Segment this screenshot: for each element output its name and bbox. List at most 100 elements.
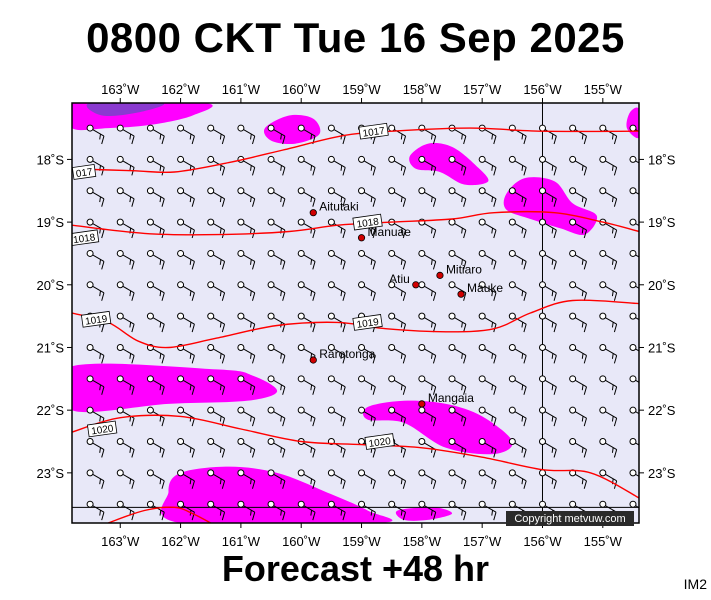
barb-feather: [282, 449, 286, 458]
barb-station: [448, 438, 456, 446]
barb-feather: [463, 480, 467, 489]
barb-feather: [400, 416, 403, 422]
barb-station: [599, 438, 607, 446]
barb-feather: [129, 290, 132, 297]
barb-feather: [551, 228, 554, 234]
barb-feather: [221, 292, 226, 301]
barb-feather: [131, 449, 135, 458]
barb-station: [267, 281, 275, 289]
rain-area-9: [395, 507, 453, 521]
barb-feather: [129, 165, 132, 171]
barb-station: [508, 218, 516, 226]
barb-feather: [491, 510, 494, 516]
wind-barb: [599, 187, 618, 207]
barb-feather: [432, 135, 437, 145]
barb-feather: [432, 198, 437, 207]
barb-station: [418, 155, 426, 163]
wind-barb: [86, 343, 105, 364]
barb-feather: [372, 261, 376, 270]
barb-station: [418, 469, 426, 477]
barb-feather: [400, 228, 403, 234]
barb-station: [177, 406, 185, 414]
wind-barb: [207, 438, 226, 458]
barb-feather: [252, 261, 256, 270]
barb-station: [629, 281, 637, 289]
barb-feather: [463, 198, 467, 207]
wind-barb: [207, 187, 226, 207]
barb-feather: [521, 134, 524, 140]
barb-feather: [645, 355, 647, 363]
barb-station: [538, 281, 546, 289]
barb-station: [237, 469, 245, 477]
wind-barb: [418, 469, 437, 489]
barb-feather: [402, 449, 407, 458]
wind-barb: [358, 406, 376, 427]
wind-barb: [237, 406, 256, 427]
barb-feather: [402, 386, 407, 395]
wind-barb: [177, 124, 195, 145]
wind-barb: [267, 469, 286, 489]
barb-feather: [430, 259, 433, 265]
rain-area-7: [363, 400, 513, 455]
barb-feather: [521, 259, 524, 265]
barb-feather: [553, 480, 557, 489]
wind-barb: [146, 249, 165, 270]
barb-station: [267, 124, 275, 132]
lon-label-top: 162˚W: [161, 82, 200, 97]
barb-station: [508, 438, 516, 446]
barb-feather: [583, 198, 587, 207]
barb-station: [388, 155, 396, 163]
barb-feather: [131, 198, 135, 207]
barb-station: [116, 500, 124, 508]
barb-station: [146, 312, 154, 320]
barb-feather: [463, 323, 467, 333]
barb-feather: [99, 134, 101, 140]
barb-feather: [282, 167, 286, 176]
barb-feather: [312, 229, 316, 239]
place-mauke: Mauke: [457, 281, 503, 298]
barb-station: [629, 500, 637, 508]
barb-feather: [101, 386, 105, 395]
barb-feather: [402, 512, 407, 521]
wind-barb: [508, 406, 527, 427]
barb-feather: [613, 386, 618, 395]
barb-station: [569, 124, 577, 132]
wind-barb: [629, 343, 647, 363]
barb-station: [327, 187, 335, 195]
barb-station: [86, 406, 94, 414]
barb-feather: [553, 292, 557, 301]
barb-feather: [280, 478, 282, 485]
lon-label-bottom: 155˚W: [584, 534, 623, 549]
barb-feather: [280, 196, 282, 203]
barb-feather: [129, 478, 132, 485]
barb-station: [207, 375, 215, 383]
barb-feather: [312, 449, 316, 458]
barb-station: [267, 469, 275, 477]
lat-label-right: 19˚S: [648, 215, 676, 230]
barb-feather: [523, 355, 527, 364]
barb-station: [237, 406, 245, 414]
barb-feather: [493, 355, 497, 364]
barb-station: [418, 249, 426, 257]
barb-station: [418, 187, 426, 195]
barb-station: [116, 469, 124, 477]
barb-feather: [310, 447, 313, 453]
wind-barb: [297, 406, 316, 427]
barb-feather: [250, 290, 252, 297]
wind-barb: [599, 249, 618, 270]
barb-station: [629, 124, 637, 132]
wind-barb: [358, 281, 376, 301]
wind-barb: [267, 281, 286, 301]
wind-barb: [267, 500, 286, 521]
wind-barb: [358, 343, 376, 364]
wind-barb: [297, 375, 316, 395]
barb-feather: [191, 418, 195, 427]
barb-feather: [340, 196, 343, 203]
barb-feather: [463, 261, 467, 270]
barb-station: [478, 469, 486, 477]
wind-barb: [388, 343, 407, 364]
barb-feather: [252, 512, 256, 521]
barb-feather: [645, 418, 647, 426]
wind-barb: [448, 500, 467, 521]
barb-feather: [101, 167, 105, 176]
